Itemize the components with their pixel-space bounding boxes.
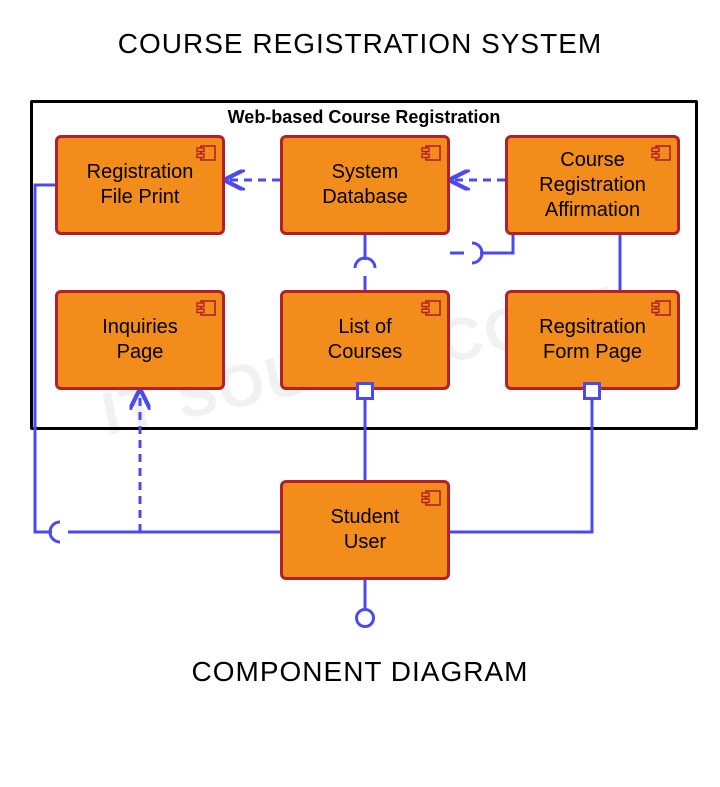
component-icon xyxy=(421,298,441,323)
component-label: SystemDatabase xyxy=(322,160,408,210)
component-course-affirm: CourseRegistrationAffirmation xyxy=(505,135,680,235)
component-label: List ofCourses xyxy=(328,315,402,365)
component-label: InquiriesPage xyxy=(102,315,178,365)
component-system-db: SystemDatabase xyxy=(280,135,450,235)
component-label: RegsitrationForm Page xyxy=(539,315,646,365)
component-reg-file-print: RegistrationFile Print xyxy=(55,135,225,235)
component-label: RegistrationFile Print xyxy=(87,160,194,210)
component-label: CourseRegistrationAffirmation xyxy=(539,148,646,223)
port xyxy=(583,382,601,400)
component-icon xyxy=(196,143,216,168)
port xyxy=(356,382,374,400)
component-icon xyxy=(651,298,671,323)
component-student-user: StudentUser xyxy=(280,480,450,580)
component-icon xyxy=(651,143,671,168)
component-inquiries: InquiriesPage xyxy=(55,290,225,390)
component-list-courses: List ofCourses xyxy=(280,290,450,390)
component-icon xyxy=(196,298,216,323)
diagram-title-top: COURSE REGISTRATION SYSTEM xyxy=(0,28,720,60)
component-icon xyxy=(421,488,441,513)
interface-ball xyxy=(355,608,375,628)
container-label: Web-based Course Registration xyxy=(33,107,695,128)
diagram-title-bottom: COMPONENT DIAGRAM xyxy=(0,656,720,688)
component-icon xyxy=(421,143,441,168)
component-label: StudentUser xyxy=(331,505,400,555)
component-reg-form: RegsitrationForm Page xyxy=(505,290,680,390)
